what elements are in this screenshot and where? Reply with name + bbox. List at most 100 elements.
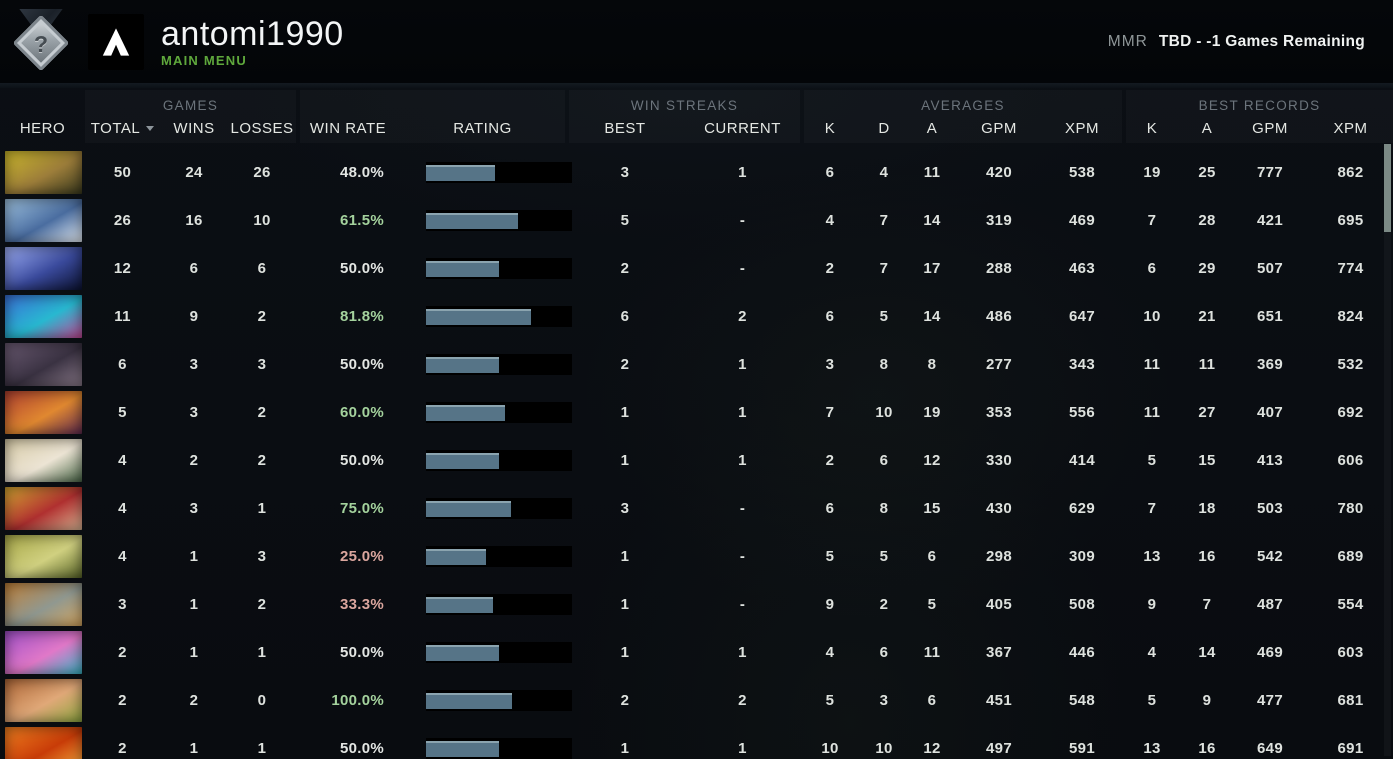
rank-medal-icon[interactable]: ? (9, 7, 73, 77)
best-gpm-cell: 421 (1257, 211, 1283, 229)
losses-cell: 6 (257, 259, 267, 277)
avg-kills-cell: 4 (825, 643, 835, 661)
avg-kills-cell: 3 (825, 355, 835, 373)
column-header-rec-gpm[interactable]: GPM (1252, 120, 1288, 137)
table-row[interactable]: 26 16 10 61.5% 5 - 4 7 14 319 469 7 28 4… (0, 196, 1393, 244)
hero-portrait-legion-commander[interactable] (5, 486, 82, 530)
column-header-rec-a[interactable]: A (1201, 120, 1213, 137)
table-row[interactable]: 4 1 3 25.0% 1 - 5 5 6 298 309 13 16 542 … (0, 532, 1393, 580)
streak-current-cell: - (739, 595, 746, 613)
total-cell: 12 (113, 259, 132, 277)
table-row[interactable]: 2 1 1 50.0% 1 1 4 6 11 367 446 4 14 469 … (0, 628, 1393, 676)
avg-assists-cell: 12 (923, 451, 941, 469)
column-header-streak-best[interactable]: BEST (604, 120, 646, 137)
best-kills-cell: 9 (1147, 595, 1157, 613)
streak-current-cell: - (739, 259, 746, 277)
avg-deaths-cell: 10 (875, 403, 893, 421)
column-header-win-rate[interactable]: WIN RATE (309, 120, 387, 137)
scrollbar[interactable] (1384, 144, 1391, 756)
hero-portrait-crystal-maiden[interactable] (5, 198, 82, 242)
avg-gpm-cell: 277 (986, 355, 1012, 373)
table-row[interactable]: 2 2 0 100.0% 2 2 5 3 6 451 548 5 9 477 6… (0, 676, 1393, 724)
best-gpm-cell: 469 (1257, 643, 1283, 661)
best-xpm-cell: 532 (1337, 355, 1364, 373)
hero-portrait-puck[interactable] (5, 294, 82, 338)
best-kills-cell: 13 (1143, 547, 1161, 565)
column-header-rec-xpm[interactable]: XPM (1333, 120, 1368, 137)
hero-portrait-enchantress[interactable] (5, 678, 82, 722)
win-rate-cell: 48.0% (339, 163, 384, 181)
hero-portrait-keeper-of-the-light[interactable] (5, 438, 82, 482)
best-assists-cell: 15 (1198, 451, 1216, 469)
hero-portrait-pudge[interactable] (5, 534, 82, 578)
column-header-avg-a[interactable]: A (926, 120, 938, 137)
streak-best-cell: 5 (620, 211, 630, 229)
losses-cell: 2 (257, 307, 267, 325)
best-gpm-cell: 487 (1257, 595, 1283, 613)
column-header-avg-k[interactable]: K (824, 120, 836, 137)
rating-bar-fill (426, 404, 505, 421)
avg-gpm-cell: 405 (986, 595, 1012, 613)
hero-portrait-lion[interactable] (5, 390, 82, 434)
column-header-losses[interactable]: LOSSES (230, 120, 294, 137)
best-xpm-cell: 862 (1337, 163, 1364, 181)
table-row[interactable]: 11 9 2 81.8% 6 2 6 5 14 486 647 10 21 65… (0, 292, 1393, 340)
best-assists-cell: 14 (1198, 643, 1216, 661)
avg-xpm-cell: 463 (1069, 259, 1095, 277)
total-cell: 11 (114, 307, 131, 325)
streak-current-cell: 1 (738, 355, 747, 373)
column-header-avg-gpm[interactable]: GPM (981, 120, 1017, 137)
best-assists-cell: 16 (1198, 547, 1216, 565)
avg-kills-cell: 6 (825, 307, 835, 325)
avg-gpm-cell: 353 (986, 403, 1012, 421)
rating-bar (426, 689, 572, 711)
table-row[interactable]: 3 1 2 33.3% 1 - 9 2 5 405 508 9 7 487 55… (0, 580, 1393, 628)
best-kills-cell: 6 (1147, 259, 1157, 277)
table-row[interactable]: 4 3 1 75.0% 3 - 6 8 15 430 629 7 18 503 … (0, 484, 1393, 532)
main-menu-label[interactable]: MAIN MENU (161, 52, 247, 68)
column-header-rating[interactable]: RATING (453, 120, 512, 137)
best-kills-cell: 11 (1143, 355, 1161, 373)
wins-cell: 1 (189, 595, 199, 613)
table-row[interactable]: 4 2 2 50.0% 1 1 2 6 12 330 414 5 15 413 … (0, 436, 1393, 484)
rating-bar (426, 593, 572, 615)
avg-assists-cell: 12 (923, 739, 941, 757)
question-mark-icon: ? (33, 30, 49, 57)
hero-portrait-io[interactable] (5, 246, 82, 290)
table-row[interactable]: 50 24 26 48.0% 3 1 6 4 11 420 538 19 25 … (0, 148, 1393, 196)
dota2-logo-icon[interactable] (88, 13, 144, 70)
avg-xpm-cell: 343 (1069, 355, 1095, 373)
rating-bar (426, 545, 572, 567)
column-header-rec-k[interactable]: K (1146, 120, 1158, 137)
column-header-avg-d[interactable]: D (878, 120, 890, 137)
rating-bar (426, 209, 572, 231)
column-header-total[interactable]: TOTAL (85, 120, 160, 137)
top-bar: ? antomi1990 MAIN MENU MMR TBD - -1 Game… (0, 0, 1393, 83)
table-row[interactable]: 5 3 2 60.0% 1 1 7 10 19 353 556 11 27 40… (0, 388, 1393, 436)
hero-portrait-hoodwink[interactable] (5, 150, 82, 194)
column-header-hero[interactable]: HERO (19, 120, 66, 137)
mmr-label: MMR (1107, 32, 1148, 50)
group-label-win-streaks: WIN STREAKS (630, 98, 739, 113)
hero-portrait-techies[interactable] (5, 582, 82, 626)
best-assists-cell: 29 (1198, 259, 1216, 277)
avg-deaths-cell: 7 (879, 211, 889, 229)
hero-portrait-lina[interactable] (5, 726, 82, 759)
win-rate-cell: 75.0% (339, 499, 384, 517)
table-row[interactable]: 6 3 3 50.0% 2 1 3 8 8 277 343 11 11 369 … (0, 340, 1393, 388)
rating-bar (426, 497, 572, 519)
column-header-avg-xpm[interactable]: XPM (1064, 120, 1099, 137)
table-row[interactable]: 12 6 6 50.0% 2 - 2 7 17 288 463 6 29 507… (0, 244, 1393, 292)
table-row[interactable]: 2 1 1 50.0% 1 1 10 10 12 497 591 13 16 6… (0, 724, 1393, 759)
column-header-wins[interactable]: WINS (173, 120, 215, 137)
best-xpm-cell: 689 (1337, 547, 1364, 565)
hero-portrait-dazzle[interactable] (5, 630, 82, 674)
scrollbar-thumb[interactable] (1384, 144, 1391, 232)
streak-current-cell: 1 (738, 739, 747, 757)
sort-chevron-down-icon (146, 126, 155, 131)
column-header-streak-current[interactable]: CURRENT (704, 120, 781, 137)
win-rate-cell: 100.0% (331, 691, 384, 709)
win-rate-cell: 50.0% (339, 739, 384, 757)
rating-bar (426, 257, 572, 279)
hero-portrait-night-stalker[interactable] (5, 342, 82, 386)
